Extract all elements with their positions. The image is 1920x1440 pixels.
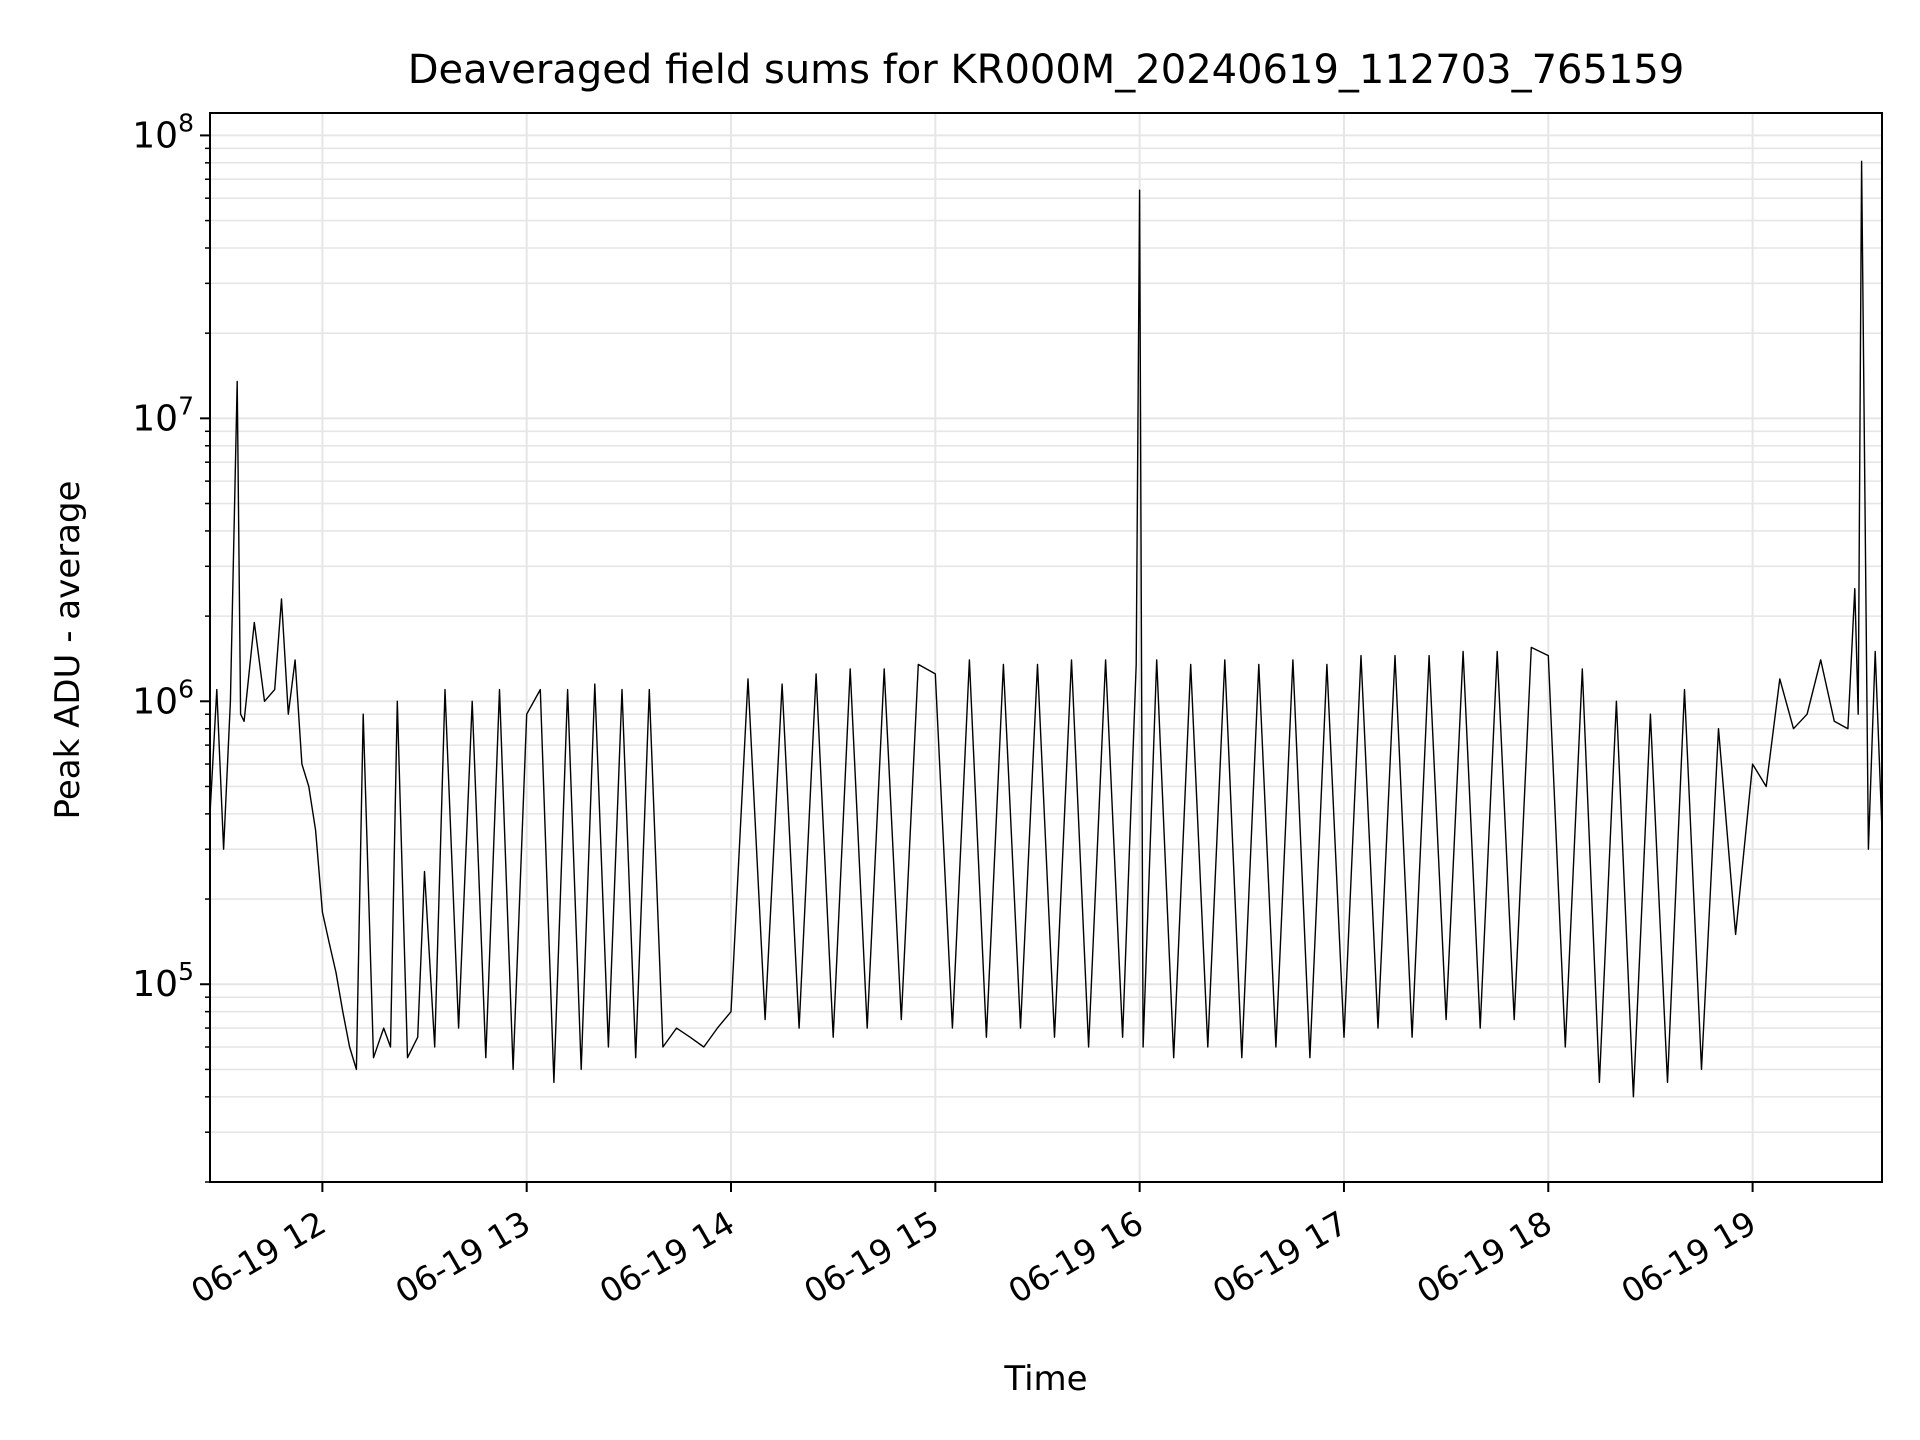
chart-title: Deaveraged field sums for KR000M_2024061… [408,47,1685,93]
y-tick-label: 105 [132,957,194,1005]
y-axis-ticks: 105 106 107 108 [132,108,210,1183]
x-axis-label: Time [1003,1359,1087,1399]
plot-area-frame [209,112,1883,1183]
y-tick-label: 107 [132,391,194,439]
data-series-line [209,160,1883,1098]
y-axis-label: Peak ADU - average [48,481,88,820]
y-tick-label: 106 [132,674,194,722]
y-tick-label: 108 [132,108,194,156]
